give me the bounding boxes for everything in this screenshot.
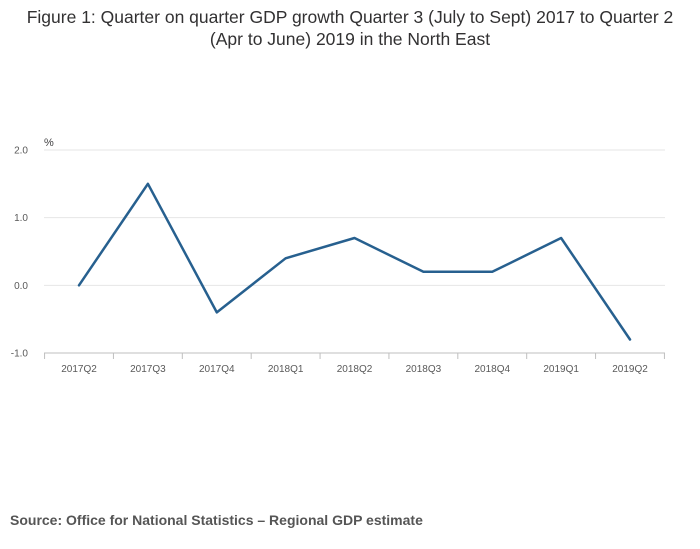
y-tick-label: 2.0 (14, 146, 28, 157)
x-axis: 2017Q2 2017Q3 2017Q4 2018Q1 2018Q2 2018Q3 2018… (44, 352, 665, 375)
y-tick-label: 0.0 (14, 281, 28, 292)
y-axis-unit-label: % (44, 137, 54, 149)
x-tick-label: 2018Q2 (337, 364, 373, 375)
x-tick-label: 2017Q4 (199, 364, 235, 375)
y-tick-label: -1.0 (11, 349, 29, 360)
gridlines (44, 149, 665, 286)
x-tick-label: 2018Q3 (406, 364, 442, 375)
series-layer (77, 182, 632, 341)
x-tick-label: 2018Q1 (268, 364, 304, 375)
series-line (77, 182, 632, 341)
x-tick-label: 2019Q1 (543, 364, 579, 375)
chart-title: Figure 1: Quarter on quarter GDP growth … (26, 7, 674, 49)
x-tick-label: 2017Q2 (61, 364, 97, 375)
source-note: Source: Office for National Statistics –… (10, 512, 423, 528)
y-axis-ticks: -1.0 0.0 1.0 2.0 (11, 146, 29, 360)
x-tick-label: 2018Q4 (474, 364, 510, 375)
x-tick-label: 2017Q3 (130, 364, 166, 375)
y-tick-label: 1.0 (14, 213, 28, 224)
x-tick-label: 2019Q2 (612, 364, 648, 375)
